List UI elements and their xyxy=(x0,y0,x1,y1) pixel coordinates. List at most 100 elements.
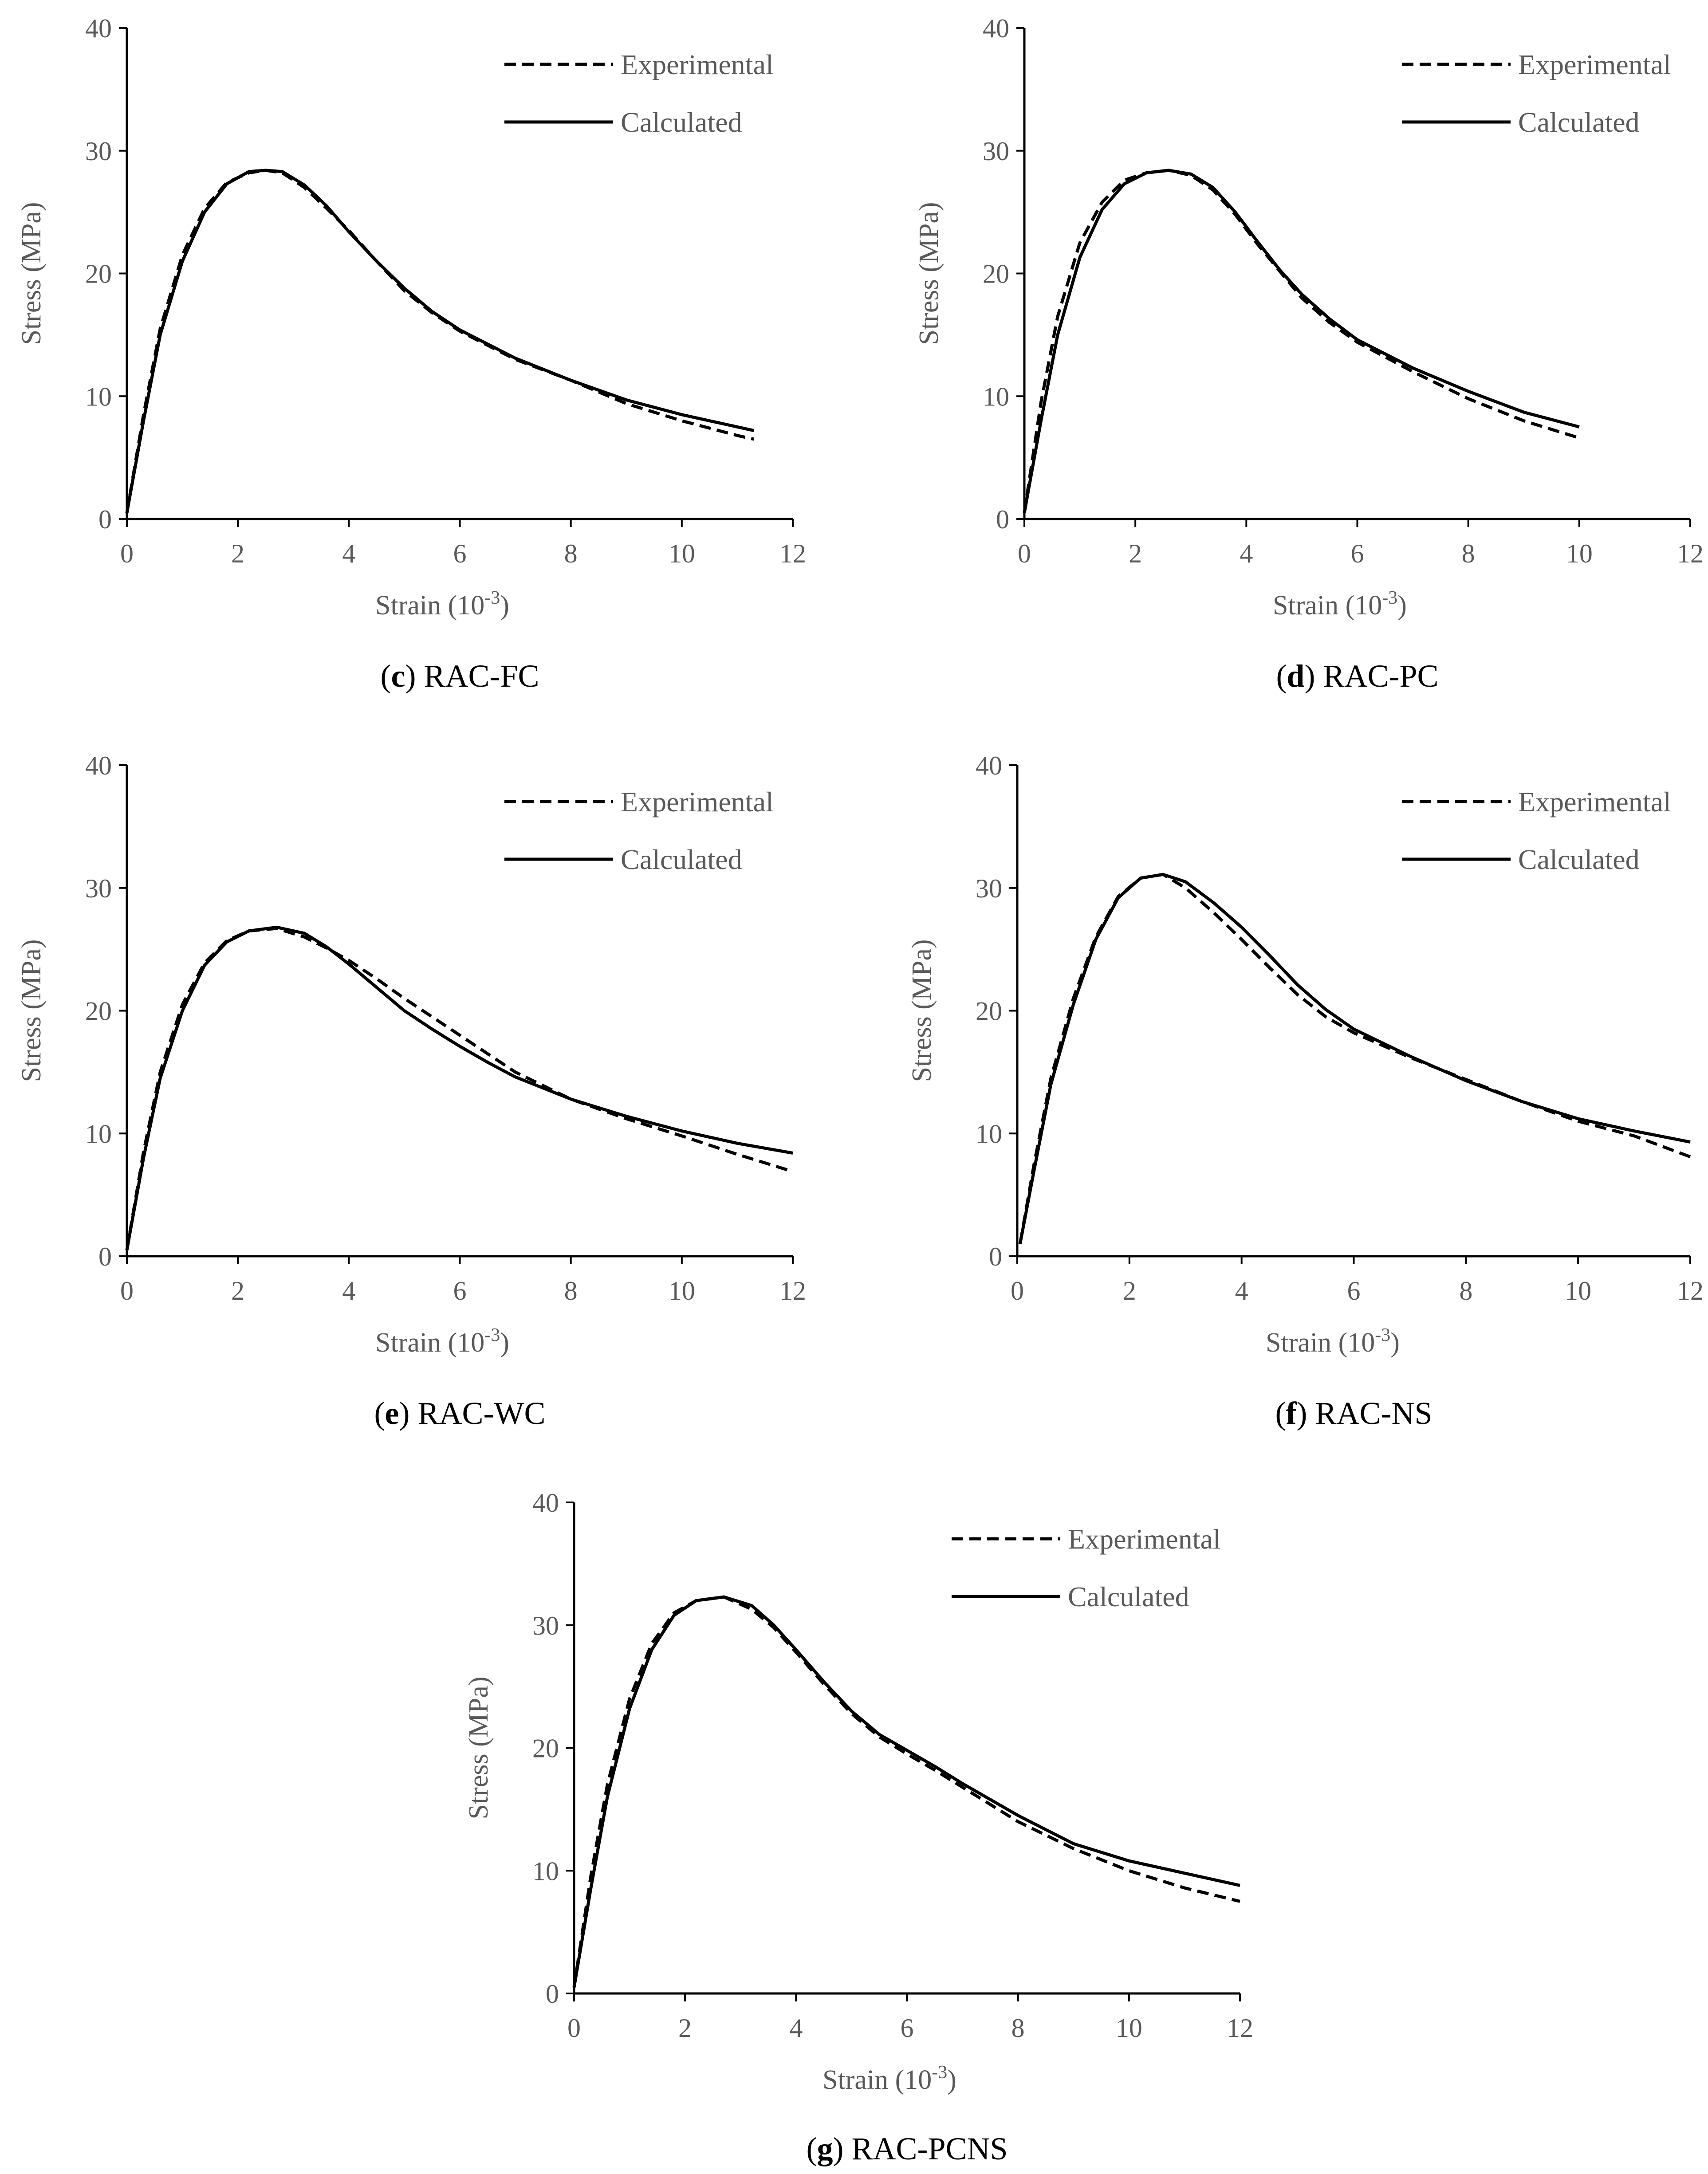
chart-caption: (c) RAC-FC xyxy=(380,658,539,694)
x-tick-label: 0 xyxy=(120,539,134,568)
x-axis-label-name: Strain xyxy=(1273,590,1338,621)
x-axis-label-unit: (10 xyxy=(1346,590,1382,621)
x-axis-label-name: Strain xyxy=(375,590,441,621)
x-tick-label: 10 xyxy=(669,539,695,568)
y-axis-label: Stress (MPa) xyxy=(16,939,47,1082)
x-axis-label-name: Strain xyxy=(823,2065,888,2095)
x-tick-label: 8 xyxy=(564,539,578,568)
x-tick-label: 10 xyxy=(669,1276,695,1305)
x-tick-label: 6 xyxy=(901,2013,914,2043)
x-tick-label: 0 xyxy=(567,2013,581,2043)
x-tick-label: 2 xyxy=(231,1276,244,1305)
x-tick-label: 6 xyxy=(1347,1276,1361,1305)
chart-c: 0 10 20 30 40 0 2 4 6 8 10 12 Stress (MPa) Strain (10… xyxy=(16,14,806,694)
x-tick-label: 10 xyxy=(1565,1276,1591,1305)
x-tick-label: 4 xyxy=(342,539,355,568)
series-line-experimental xyxy=(572,1595,1240,1988)
series-line-calculated xyxy=(125,925,793,1250)
series-line-calculated xyxy=(125,169,755,513)
x-tick-label: 8 xyxy=(564,1276,578,1305)
x-tick-label: 2 xyxy=(678,2013,692,2043)
series-line-calculated xyxy=(1018,873,1691,1244)
x-tick-label: 10 xyxy=(1566,539,1593,568)
x-tick-label: 4 xyxy=(789,2013,803,2043)
legend-label-experimental: Experimental xyxy=(1518,786,1671,818)
x-axis-label-name: Strain xyxy=(1266,1328,1331,1358)
caption-name: RAC-PC xyxy=(1315,658,1438,694)
legend-label-experimental: Experimental xyxy=(621,49,774,80)
x-tick-label: 4 xyxy=(1235,1276,1248,1305)
x-axis-label: Strain (10-3) xyxy=(375,1325,509,1358)
y-tick-label: 40 xyxy=(983,14,1009,43)
x-axis-label-close: ) xyxy=(947,2065,956,2095)
y-tick-label: 10 xyxy=(85,382,112,411)
caption-letter: c xyxy=(391,658,405,694)
x-axis-label-exponent: -3 xyxy=(1382,588,1397,608)
y-tick-label: 10 xyxy=(85,1119,112,1148)
caption-name: RAC-PCNS xyxy=(843,2131,1007,2166)
caption-open-paren: ( xyxy=(374,1396,385,1431)
y-axis-label: Stress (MPa) xyxy=(914,202,944,345)
x-tick-label: 8 xyxy=(1459,1276,1472,1305)
legend-label-experimental: Experimental xyxy=(1068,1523,1221,1555)
x-axis-label-name: Strain xyxy=(375,1328,441,1358)
chart-d: 0 10 20 30 40 0 2 4 6 8 10 12 Stress (MPa) Strain (10… xyxy=(914,14,1704,694)
series-line-experimental xyxy=(1023,169,1580,513)
x-tick-label: 0 xyxy=(1018,539,1031,568)
caption-letter: d xyxy=(1287,658,1304,694)
x-tick-label: 12 xyxy=(1227,2013,1253,2043)
x-tick-label: 10 xyxy=(1116,2013,1142,2043)
caption-name: RAC-NS xyxy=(1307,1396,1432,1431)
series-line-experimental xyxy=(125,169,755,513)
series-line-experimental xyxy=(125,927,794,1250)
x-axis-label-close: ) xyxy=(1390,1328,1400,1358)
caption-letter: g xyxy=(817,2131,833,2166)
y-tick-label: 20 xyxy=(532,1734,559,1763)
x-tick-label: 12 xyxy=(1677,539,1704,568)
y-tick-label: 40 xyxy=(532,1488,559,1517)
caption-letter: f xyxy=(1286,1396,1297,1431)
y-tick-label: 30 xyxy=(85,137,112,166)
x-tick-label: 6 xyxy=(1351,539,1364,568)
y-axis-label: Stress (MPa) xyxy=(464,1676,494,1819)
x-tick-label: 6 xyxy=(453,1276,467,1305)
x-tick-label: 12 xyxy=(779,539,806,568)
caption-name: RAC-WC xyxy=(409,1396,545,1431)
legend-label-calculated: Calculated xyxy=(621,106,742,138)
x-tick-label: 4 xyxy=(1240,539,1253,568)
y-tick-label: 0 xyxy=(996,505,1009,534)
chart-caption: (d) RAC-PC xyxy=(1276,658,1438,694)
legend-label-calculated: Calculated xyxy=(1518,106,1640,138)
chart-caption: (e) RAC-WC xyxy=(374,1396,546,1431)
x-axis-label-exponent: -3 xyxy=(484,588,500,608)
y-tick-label: 20 xyxy=(983,259,1009,289)
caption-open-paren: ( xyxy=(1275,1396,1286,1431)
chart-caption: (g) RAC-PCNS xyxy=(806,2131,1007,2166)
x-axis-label-exponent: -3 xyxy=(1375,1325,1390,1345)
chart-g: 0 10 20 30 40 0 2 4 6 8 10 12 Stress (MPa) Strain (10… xyxy=(464,1488,1253,2166)
x-axis-label: Strain (10-3) xyxy=(823,2062,956,2095)
legend-label-experimental: Experimental xyxy=(621,786,774,818)
y-tick-label: 30 xyxy=(532,1611,559,1640)
x-axis-label-unit: (10 xyxy=(1338,1328,1375,1358)
caption-close-paren: ) xyxy=(399,1396,409,1431)
caption-close-paren: ) xyxy=(1296,1396,1307,1431)
x-tick-label: 0 xyxy=(120,1276,134,1305)
y-axis-label: Stress (MPa) xyxy=(907,939,937,1082)
y-axis-label: Stress (MPa) xyxy=(16,202,47,345)
legend-label-experimental: Experimental xyxy=(1518,49,1671,80)
x-axis-label: Strain (10-3) xyxy=(375,588,509,621)
y-tick-label: 20 xyxy=(85,997,112,1026)
y-tick-label: 30 xyxy=(976,874,1002,903)
x-axis-label-unit: (10 xyxy=(448,1328,485,1358)
caption-close-paren: ) xyxy=(405,658,416,694)
y-tick-label: 40 xyxy=(976,751,1002,780)
y-tick-label: 30 xyxy=(85,874,112,903)
x-tick-label: 8 xyxy=(1462,539,1475,568)
x-axis-label-space xyxy=(1338,590,1346,621)
x-axis-label-space xyxy=(441,590,448,621)
y-tick-label: 10 xyxy=(532,1856,559,1886)
x-tick-label: 2 xyxy=(1123,1276,1136,1305)
x-axis-label-space xyxy=(441,1328,448,1358)
